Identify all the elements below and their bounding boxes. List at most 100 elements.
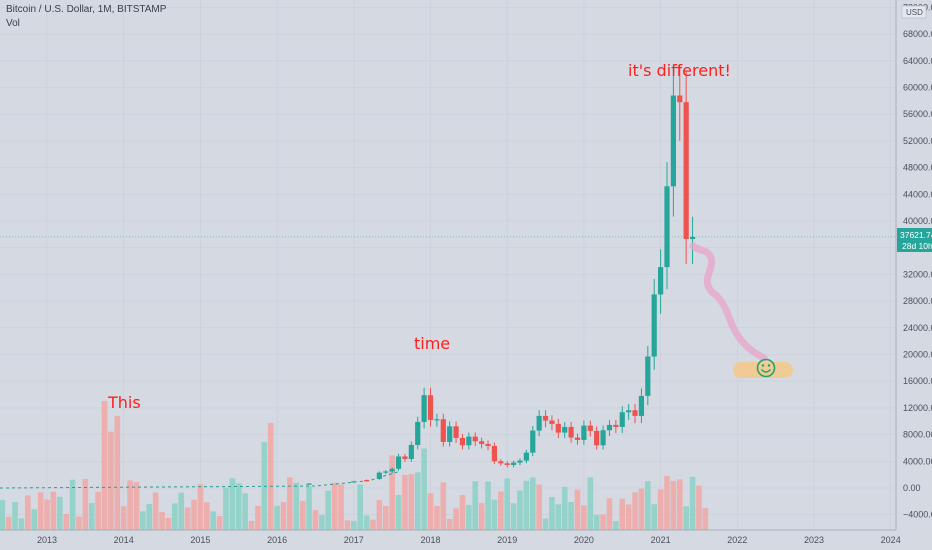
candle	[517, 458, 523, 466]
volume-bar	[568, 502, 574, 530]
volume-bar	[338, 484, 344, 530]
volume-bar	[114, 415, 121, 530]
volume-bar	[18, 518, 25, 530]
candle	[664, 162, 670, 290]
volume-bar	[37, 492, 44, 530]
price-tick-label: 44000.00	[903, 189, 932, 199]
volume-bar	[446, 518, 453, 530]
annotation-time: time	[414, 334, 450, 353]
candle	[594, 426, 600, 450]
price-tick-label: 64000.00	[903, 56, 932, 66]
candle	[459, 433, 466, 450]
candle	[530, 426, 536, 457]
candles	[306, 64, 696, 485]
volume-bar	[210, 511, 216, 530]
candle	[440, 413, 446, 447]
volume-bar	[434, 505, 440, 530]
price-tick-label: 0.00	[903, 483, 921, 493]
time-tick-label: 2024	[881, 535, 901, 545]
volume-bar	[478, 503, 485, 530]
annotation-different: it's different!	[628, 61, 731, 80]
candle	[581, 420, 587, 445]
candle	[447, 421, 453, 447]
candle	[421, 387, 427, 429]
volume-bar	[101, 401, 108, 530]
volume-bar	[127, 480, 133, 530]
candle	[658, 249, 664, 314]
price-tick-label: 52000.00	[903, 136, 932, 146]
volume-bar	[76, 516, 82, 530]
volume-bar	[370, 519, 376, 530]
volume-bar	[5, 516, 12, 530]
projection-curve	[689, 242, 768, 362]
volume-bar	[159, 511, 165, 530]
volume-bar	[517, 490, 523, 530]
volume-bar	[267, 423, 274, 530]
time-tick-label: 2014	[114, 535, 134, 545]
time-tick-label: 2016	[267, 535, 287, 545]
candle	[606, 419, 613, 437]
volume-bar	[651, 504, 658, 530]
candle	[472, 432, 478, 446]
volume-bar	[440, 482, 447, 530]
candle	[670, 64, 676, 217]
volume-bar	[140, 511, 146, 530]
volume-bar	[248, 520, 255, 530]
candle	[677, 64, 683, 141]
volume-bar	[299, 500, 306, 530]
volume-bar	[632, 492, 638, 530]
volume-bar	[351, 521, 357, 530]
candle	[632, 404, 638, 424]
candle	[306, 483, 312, 485]
price-tick-label: −4000.00	[903, 510, 932, 520]
volume-bar	[421, 448, 427, 530]
candle	[638, 388, 645, 424]
volume-bar	[427, 493, 434, 530]
volume-bar	[600, 514, 606, 530]
price-tag: 37621.74 28d 10h	[897, 228, 932, 252]
price-tick-label: 56000.00	[903, 109, 932, 119]
price-axis: −4000.00 0.00 4000.00 8000.00 12000.00 16000.…	[903, 2, 932, 519]
volume-label: Vol	[6, 18, 20, 29]
volume-bar	[645, 481, 651, 530]
time-tick-label: 2022	[727, 535, 747, 545]
volume-bar	[408, 474, 415, 530]
volume-bar	[395, 494, 402, 530]
volume-bar	[280, 502, 287, 530]
volume-bar	[382, 505, 389, 530]
currency-label: USD	[901, 5, 927, 19]
volume-bar	[216, 516, 223, 530]
candle	[363, 479, 370, 482]
time-tick-label: 2019	[497, 535, 517, 545]
candle	[485, 440, 491, 451]
volume-bar	[389, 455, 395, 530]
volume-bar	[0, 499, 6, 530]
chart-symbol-title: Bitcoin / U.S. Dollar, 1M, BITSTAMP	[6, 4, 167, 15]
volume-bar	[165, 517, 172, 530]
price-tick-label: 28000.00	[903, 296, 932, 306]
candle	[351, 480, 357, 483]
candle	[562, 422, 568, 439]
volume-bar	[536, 484, 542, 530]
volume-bar	[31, 509, 38, 530]
time-tick-label: 2020	[574, 535, 594, 545]
candle	[491, 442, 498, 464]
volume-bar	[491, 499, 498, 530]
price-tick-label: 8000.00	[903, 430, 932, 440]
candle	[619, 406, 625, 434]
volume-bar	[242, 493, 248, 530]
volume-bar	[574, 489, 581, 530]
volume-bar	[485, 481, 491, 530]
volume-bar	[689, 476, 696, 530]
candle	[498, 459, 504, 466]
volume-bar	[549, 497, 555, 530]
price-tick-label: 40000.00	[903, 216, 932, 226]
volume-bar	[293, 482, 300, 530]
candle	[626, 404, 632, 420]
volume-bar	[606, 498, 613, 530]
volume-bar	[472, 481, 479, 530]
candle	[574, 433, 581, 445]
volume-bar	[498, 491, 504, 530]
volume-bar	[50, 491, 57, 530]
volume-bar	[95, 491, 101, 530]
